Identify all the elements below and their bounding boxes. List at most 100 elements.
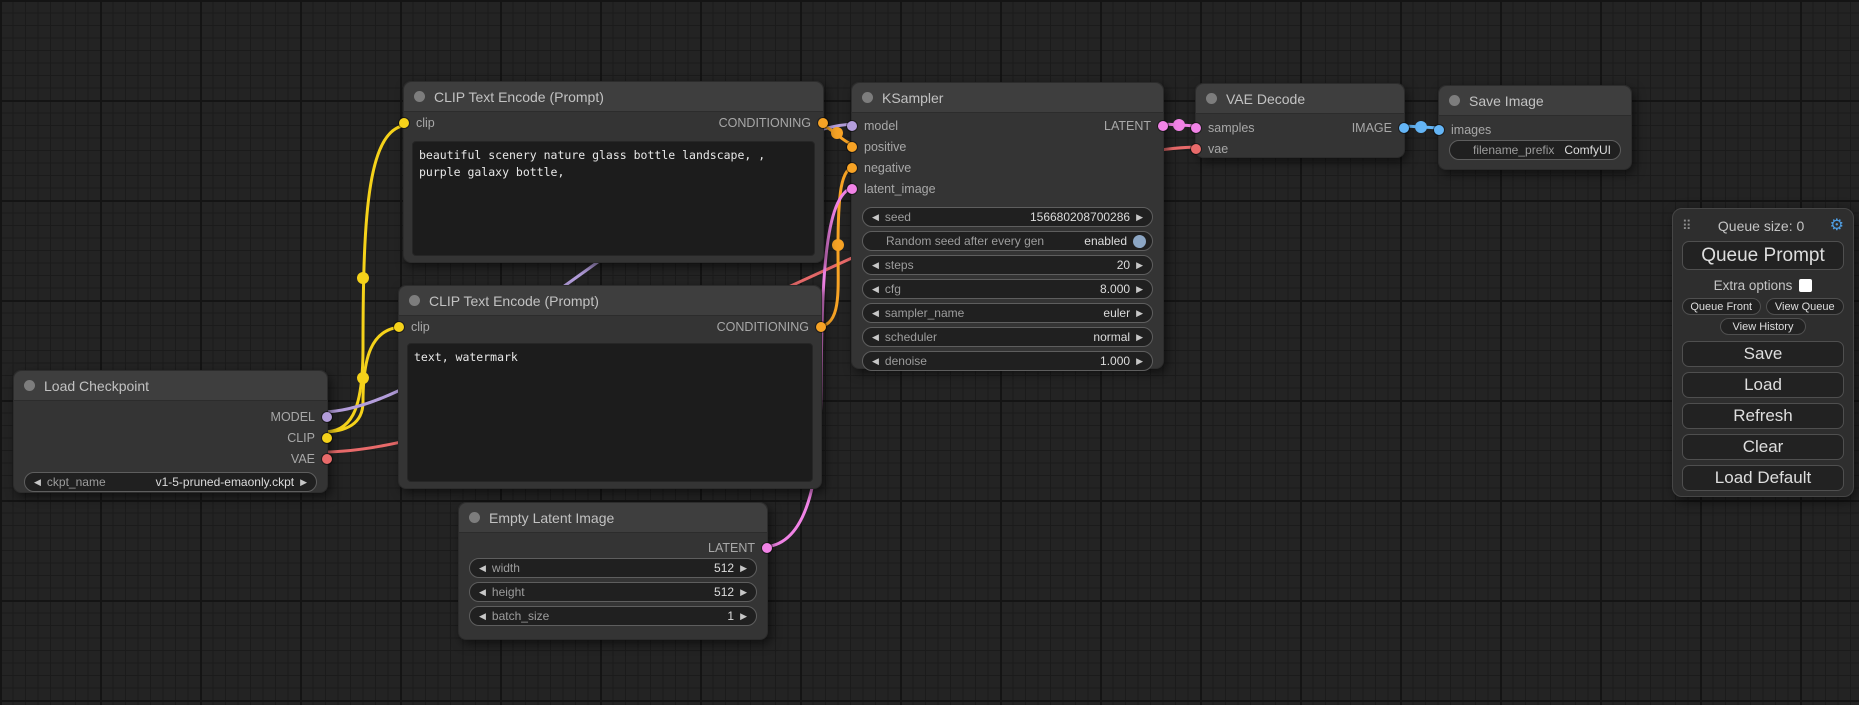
node-header[interactable]: VAE Decode: [1196, 84, 1404, 114]
increment-arrow-icon[interactable]: ▶: [1136, 307, 1143, 318]
latent-output-dot[interactable]: [1158, 120, 1168, 131]
queue-prompt-button[interactable]: Queue Prompt: [1682, 241, 1844, 270]
latent-image-input-dot[interactable]: [847, 183, 857, 194]
decrement-arrow-icon[interactable]: ◀: [872, 355, 879, 366]
view-history-button[interactable]: View History: [1720, 318, 1806, 335]
reroute-dot-image[interactable]: [1415, 121, 1427, 133]
clip-input-dot[interactable]: [399, 117, 409, 128]
queue-front-button[interactable]: Queue Front: [1682, 298, 1761, 315]
positive-input-dot[interactable]: [847, 141, 857, 152]
increment-arrow-icon[interactable]: ▶: [740, 562, 747, 573]
gear-icon[interactable]: ⚙: [1829, 217, 1844, 234]
vae-output-dot[interactable]: [322, 453, 332, 464]
widget-label: denoise: [884, 354, 927, 368]
reroute-dot-clip-2[interactable]: [357, 372, 369, 384]
reroute-dot-latent[interactable]: [1173, 119, 1185, 131]
view-queue-button[interactable]: View Queue: [1765, 298, 1844, 315]
increment-arrow-icon[interactable]: ▶: [740, 586, 747, 597]
decrement-arrow-icon[interactable]: ◀: [872, 283, 879, 294]
widget-seed[interactable]: ◀ seed 156680208700286 ▶: [862, 207, 1153, 227]
input-label: model: [864, 118, 899, 133]
increment-arrow-icon[interactable]: ▶: [1136, 259, 1143, 270]
increment-arrow-icon[interactable]: ▶: [740, 610, 747, 621]
collapse-dot[interactable]: [24, 380, 35, 391]
load-button[interactable]: Load: [1682, 372, 1844, 398]
widget-steps[interactable]: ◀ steps 20 ▶: [862, 255, 1153, 275]
collapse-dot[interactable]: [414, 91, 425, 102]
node-load-checkpoint[interactable]: Load Checkpoint MODEL CLIP VAE: [13, 370, 332, 493]
reroute-dot-clip-1[interactable]: [357, 272, 369, 284]
drag-handle-icon[interactable]: ⠿: [1682, 218, 1693, 233]
input-row-latent-image: latent_image: [847, 178, 1163, 199]
decrement-arrow-icon[interactable]: ◀: [872, 259, 879, 270]
latent-output-dot[interactable]: [762, 542, 772, 553]
widget-scheduler[interactable]: ◀ scheduler normal ▶: [862, 327, 1153, 347]
clip-input-dot[interactable]: [394, 321, 404, 332]
vae-input-dot[interactable]: [1191, 143, 1201, 154]
collapse-dot[interactable]: [862, 92, 873, 103]
decrement-arrow-icon[interactable]: ◀: [479, 610, 486, 621]
node-vae-decode[interactable]: VAE Decode samples IMAGE vae: [1191, 83, 1409, 158]
clip-output-dot[interactable]: [322, 432, 332, 443]
node-header[interactable]: KSampler: [852, 83, 1163, 113]
conditioning-output-dot[interactable]: [816, 321, 826, 332]
widget-cfg[interactable]: ◀ cfg 8.000 ▶: [862, 279, 1153, 299]
increment-arrow-icon[interactable]: ▶: [1136, 211, 1143, 222]
widget-height[interactable]: ◀ height 512 ▶: [469, 582, 757, 602]
images-input-dot[interactable]: [1434, 124, 1444, 135]
widget-ckpt-name[interactable]: ◀ ckpt_name v1-5-pruned-emaonly.ckpt ▶: [24, 472, 317, 492]
widget-value: euler: [1103, 306, 1131, 320]
widget-sampler-name[interactable]: ◀ sampler_name euler ▶: [862, 303, 1153, 323]
node-empty-latent-image[interactable]: Empty Latent Image LATENT ◀ width 512 ▶ …: [458, 502, 772, 640]
increment-arrow-icon[interactable]: ▶: [1136, 283, 1143, 294]
reroute-dot-positive[interactable]: [831, 127, 843, 139]
decrement-arrow-icon[interactable]: ◀: [872, 307, 879, 318]
load-default-button[interactable]: Load Default: [1682, 465, 1844, 491]
node-header[interactable]: CLIP Text Encode (Prompt): [404, 82, 823, 112]
output-row-model: MODEL: [14, 406, 332, 427]
image-output-dot[interactable]: [1399, 122, 1409, 133]
collapse-dot[interactable]: [1449, 95, 1460, 106]
widget-filename-prefix[interactable]: filename_prefix ComfyUI: [1449, 140, 1621, 160]
widget-label: ckpt_name: [46, 475, 106, 489]
widget-random-seed-toggle[interactable]: Random seed after every gen enabled: [862, 231, 1153, 251]
node-header[interactable]: Load Checkpoint: [14, 371, 327, 401]
node-clip-text-encode-positive[interactable]: CLIP Text Encode (Prompt) clip CONDITION…: [399, 81, 828, 263]
decrement-arrow-icon[interactable]: ◀: [479, 562, 486, 573]
clear-button[interactable]: Clear: [1682, 434, 1844, 460]
node-save-image[interactable]: Save Image images filename_prefix ComfyU…: [1434, 85, 1632, 170]
increment-arrow-icon[interactable]: ▶: [1136, 331, 1143, 342]
model-input-dot[interactable]: [847, 120, 857, 131]
decrement-arrow-icon[interactable]: ◀: [872, 331, 879, 342]
collapse-dot[interactable]: [409, 295, 420, 306]
decrement-arrow-icon[interactable]: ◀: [34, 476, 41, 487]
widget-denoise[interactable]: ◀ denoise 1.000 ▶: [862, 351, 1153, 371]
widget-width[interactable]: ◀ width 512 ▶: [469, 558, 757, 578]
output-label: CLIP: [287, 430, 315, 445]
node-header[interactable]: CLIP Text Encode (Prompt): [399, 286, 821, 316]
negative-prompt-textarea[interactable]: text, watermark: [407, 343, 813, 482]
increment-arrow-icon[interactable]: ▶: [300, 476, 307, 487]
node-ksampler[interactable]: KSampler LATENT model positive: [847, 82, 1168, 371]
toggle-knob[interactable]: [1133, 234, 1146, 248]
decrement-arrow-icon[interactable]: ◀: [872, 211, 879, 222]
collapse-dot[interactable]: [1206, 93, 1217, 104]
save-button[interactable]: Save: [1682, 341, 1844, 367]
input-label: clip: [416, 115, 435, 130]
positive-prompt-textarea[interactable]: beautiful scenery nature glass bottle la…: [412, 141, 815, 256]
node-header[interactable]: Empty Latent Image: [459, 503, 767, 533]
node-clip-text-encode-negative[interactable]: CLIP Text Encode (Prompt) clip CONDITION…: [394, 285, 826, 489]
conditioning-output-dot[interactable]: [818, 117, 828, 128]
widget-batch-size[interactable]: ◀ batch_size 1 ▶: [469, 606, 757, 626]
node-header[interactable]: Save Image: [1439, 86, 1631, 116]
model-output-dot[interactable]: [322, 411, 332, 422]
decrement-arrow-icon[interactable]: ◀: [479, 586, 486, 597]
negative-input-dot[interactable]: [847, 162, 857, 173]
samples-input-dot[interactable]: [1191, 122, 1201, 133]
collapse-dot[interactable]: [469, 512, 480, 523]
extra-options-checkbox[interactable]: [1799, 278, 1813, 292]
reroute-dot-negative[interactable]: [832, 239, 844, 251]
refresh-button[interactable]: Refresh: [1682, 403, 1844, 429]
increment-arrow-icon[interactable]: ▶: [1136, 355, 1143, 366]
